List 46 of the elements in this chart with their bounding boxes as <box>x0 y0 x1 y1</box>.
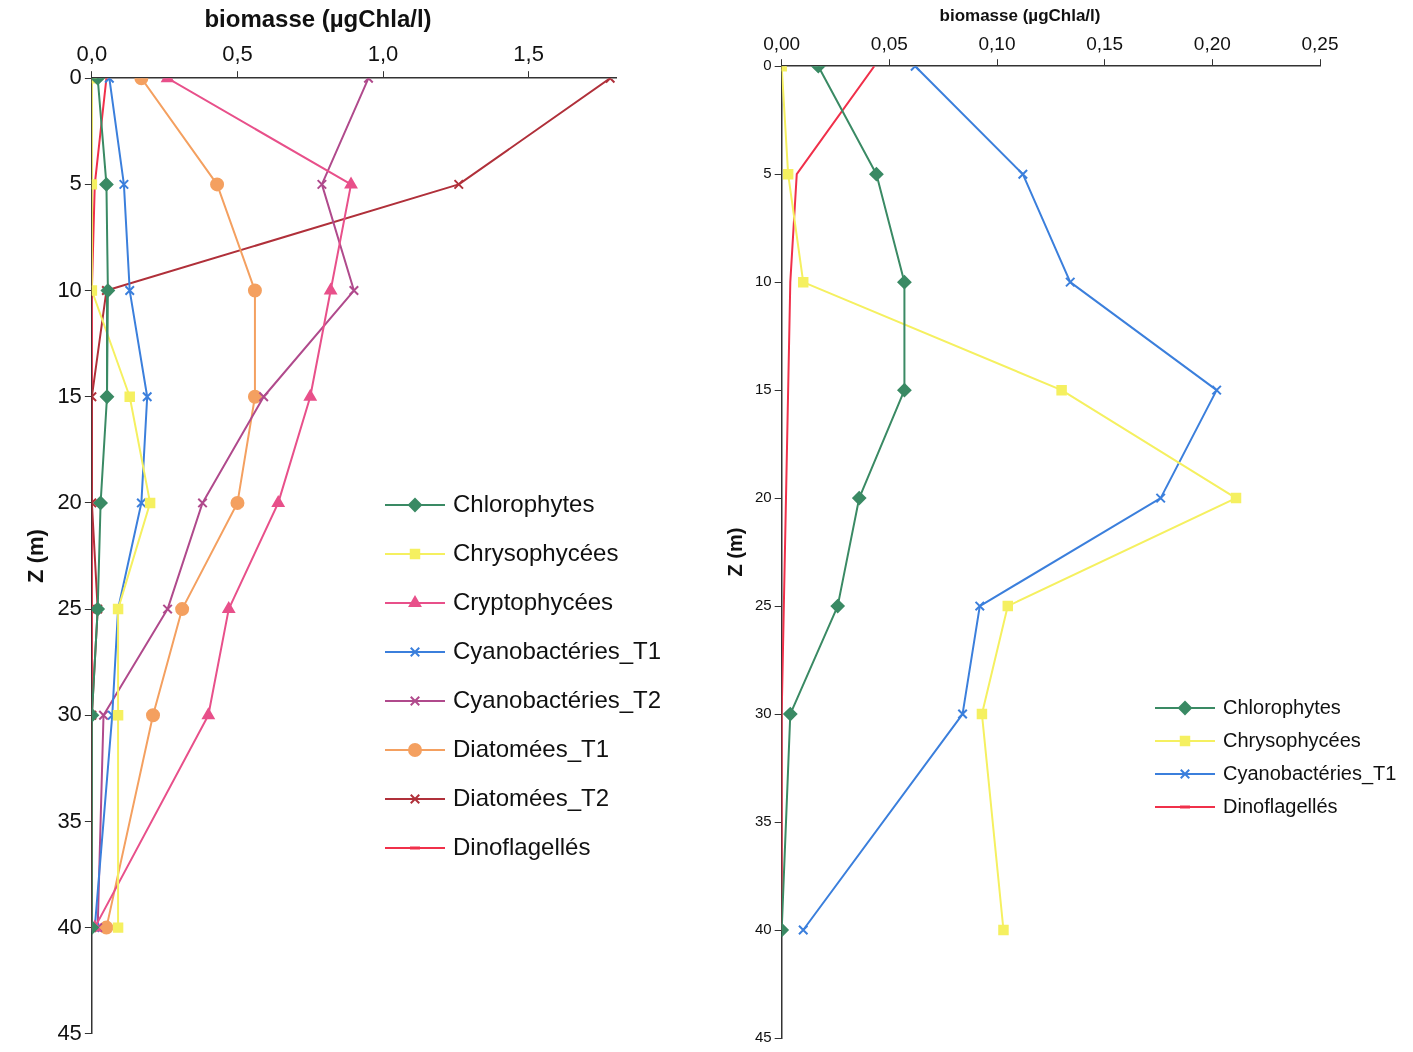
legend-label: Dinoflagellés <box>1223 794 1338 817</box>
y-axis-title: Z (m) <box>23 529 49 583</box>
y-tick-label: 25 <box>57 595 82 621</box>
legend-label: Diatomées_T1 <box>453 734 610 762</box>
x-tick-label: 0,15 <box>1086 33 1124 55</box>
legend-label: Dinoflagellés <box>453 832 591 860</box>
legend-label: Cryptophycées <box>453 587 614 615</box>
y-tick-label: 45 <box>57 1019 82 1045</box>
y-tick-label: 35 <box>57 807 82 833</box>
chart-title: biomasse (µgChla/l) <box>204 5 432 33</box>
y-tick-label: 10 <box>57 276 82 302</box>
legend-label: Diatomées_T2 <box>453 783 610 811</box>
x-tick-label: 0,5 <box>222 41 253 67</box>
y-tick-label: 25 <box>755 596 772 614</box>
y-tick-label: 20 <box>755 488 772 506</box>
y-tick-label: 15 <box>755 380 772 398</box>
y-tick-label: 5 <box>69 170 82 196</box>
legend-label: Cyanobactéries_T1 <box>1223 761 1397 785</box>
y-tick-label: 35 <box>755 812 772 830</box>
x-tick-label: 0,10 <box>978 33 1016 55</box>
y-tick-label: 5 <box>763 164 772 182</box>
x-tick-label: 0,20 <box>1193 33 1231 55</box>
legend-label: Chrysophycées <box>453 538 619 566</box>
x-tick-label: 0,05 <box>870 33 908 55</box>
x-tick-label: 0,00 <box>763 33 801 55</box>
y-tick-label: 15 <box>57 382 82 408</box>
chart-title: biomasse (µgChla/l) <box>939 5 1101 25</box>
y-tick-label: 20 <box>57 488 82 514</box>
x-tick-label: 0,0 <box>76 41 108 67</box>
x-tick-label: 0,25 <box>1301 33 1339 55</box>
legend-label: Chrysophycées <box>1223 728 1361 751</box>
y-tick-label: 40 <box>755 920 772 938</box>
y-tick-label: 0 <box>763 56 772 74</box>
legend-label: Cyanobactéries_T1 <box>453 636 662 664</box>
legend-label: Chlorophytes <box>1223 695 1341 718</box>
x-tick-label: 1,0 <box>367 41 399 67</box>
y-tick-label: 45 <box>755 1028 772 1046</box>
y-axis-title: Z (m) <box>723 527 746 577</box>
x-tick-label: 1,5 <box>513 41 544 67</box>
y-tick-label: 30 <box>57 701 82 727</box>
legend-label: Chlorophytes <box>453 489 595 517</box>
y-tick-label: 40 <box>57 913 82 939</box>
y-tick-label: 30 <box>755 704 772 722</box>
y-tick-label: 0 <box>69 64 82 90</box>
y-tick-label: 10 <box>755 272 772 290</box>
legend-label: Cyanobactéries_T2 <box>453 685 662 713</box>
